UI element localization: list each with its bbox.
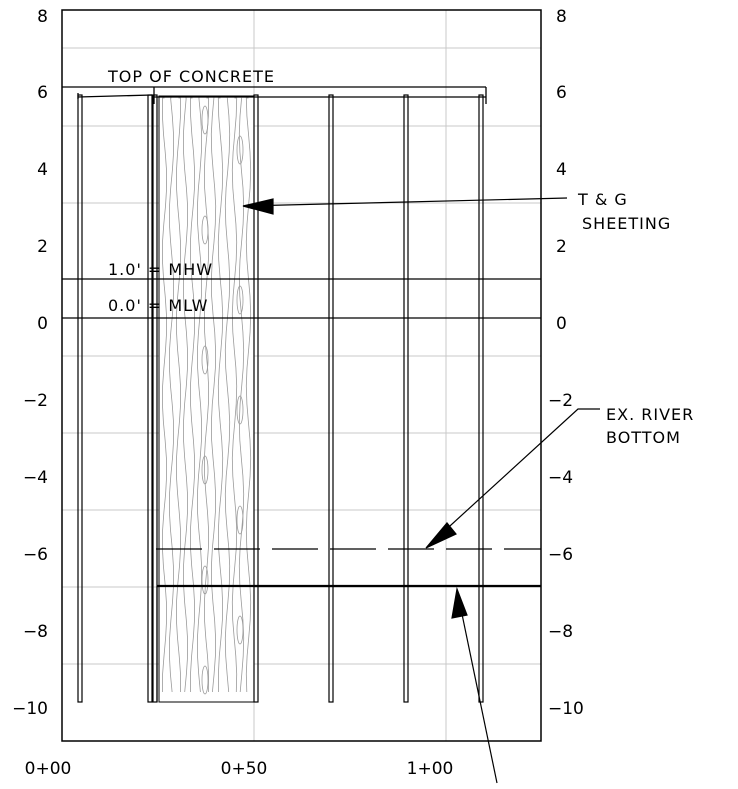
tg-sheeting-panel	[158, 95, 255, 703]
river-leader	[427, 408, 600, 547]
x-tick-label: 0+50	[221, 759, 268, 779]
drawing-frame	[61, 9, 542, 742]
x-axis: 0+00 0+50 1+00	[25, 759, 454, 779]
wood-grain-line	[175, 97, 182, 693]
piles	[77, 94, 484, 703]
wood-grain-line	[238, 97, 245, 693]
wood-grain-line	[245, 97, 252, 693]
top-of-concrete-line	[62, 86, 487, 104]
y-tick-label: −10	[12, 699, 48, 719]
grid	[62, 10, 541, 741]
river-bottom-label-2: BOTTOM	[606, 428, 681, 447]
y-tick-label: 2	[556, 237, 567, 257]
y-axis-right: 8 6 4 2 0 −2 −4 −6 −8 −10	[548, 7, 584, 719]
y-tick-label: 8	[37, 7, 48, 27]
mlw-label: 0.0' = MLW	[108, 296, 209, 315]
proposed-bottom-line	[156, 584, 541, 702]
wood-grain-line	[217, 97, 224, 693]
pile	[152, 94, 158, 703]
wood-knot	[236, 135, 244, 165]
y-tick-label: 0	[37, 314, 48, 334]
y-tick-label: −2	[548, 391, 573, 411]
annotations: TOP OF CONCRETE 1.0' = MHW 0.0' = MLW T …	[107, 67, 694, 447]
wood-knot	[201, 215, 209, 245]
y-tick-label: −6	[23, 545, 48, 565]
wood-grain-line	[210, 97, 217, 693]
wood-knot	[201, 565, 209, 595]
tg-arrowhead	[242, 198, 274, 215]
pile	[403, 94, 409, 703]
y-tick-label: 6	[556, 83, 567, 103]
y-tick-label: 4	[37, 160, 48, 180]
y-tick-label: −4	[548, 468, 573, 488]
y-tick-label: −8	[548, 622, 573, 642]
y-tick-label: −4	[23, 468, 48, 488]
tg-leader	[244, 197, 568, 207]
wood-grain-line	[168, 97, 175, 693]
y-tick-label: 8	[556, 7, 567, 27]
y-tick-label: 2	[37, 237, 48, 257]
mhw-label: 1.0' = MHW	[108, 260, 213, 279]
wood-knot	[201, 345, 209, 375]
y-tick-label: −6	[548, 545, 573, 565]
wood-grain-line	[231, 97, 238, 693]
wood-grain-line	[182, 97, 189, 693]
x-tick-label: 0+00	[25, 759, 72, 779]
y-tick-label: −2	[23, 391, 48, 411]
y-tick-label: 4	[556, 160, 567, 180]
y-tick-label: −10	[548, 699, 584, 719]
leaders	[242, 197, 600, 784]
pile	[253, 94, 259, 703]
wood-knot	[236, 505, 244, 535]
river-arrowhead	[425, 522, 457, 549]
wood-grain	[161, 97, 252, 695]
wood-knot	[201, 665, 209, 695]
pile	[478, 94, 484, 703]
wood-knot	[201, 105, 209, 135]
wood-grain-line	[161, 97, 168, 693]
tg-sheeting-label-2: SHEETING	[582, 214, 671, 233]
wood-knot	[236, 285, 244, 315]
pile	[77, 94, 83, 703]
y-axis-left: 8 6 4 2 0 −2 −4 −6 −8 −10	[12, 7, 48, 719]
pile	[147, 94, 153, 703]
wood-grain-line	[189, 97, 196, 692]
y-tick-label: −8	[23, 622, 48, 642]
x-tick-label: 1+00	[407, 759, 454, 779]
wood-grain-line	[224, 97, 231, 693]
pile	[328, 94, 334, 703]
y-tick-label: 0	[556, 314, 567, 334]
wood-knot	[236, 395, 244, 425]
wood-knot	[201, 455, 209, 485]
wood-knot	[236, 615, 244, 645]
y-tick-label: 6	[37, 83, 48, 103]
wood-grain-line	[203, 97, 210, 693]
wood-grain-line	[196, 97, 203, 693]
river-bottom-label-1: EX. RIVER	[606, 405, 694, 424]
bottom-arrowhead	[451, 586, 468, 619]
top-of-concrete-label: TOP OF CONCRETE	[107, 67, 275, 86]
bottom-leader	[456, 589, 498, 784]
tg-sheeting-label-1: T & G	[577, 190, 628, 209]
